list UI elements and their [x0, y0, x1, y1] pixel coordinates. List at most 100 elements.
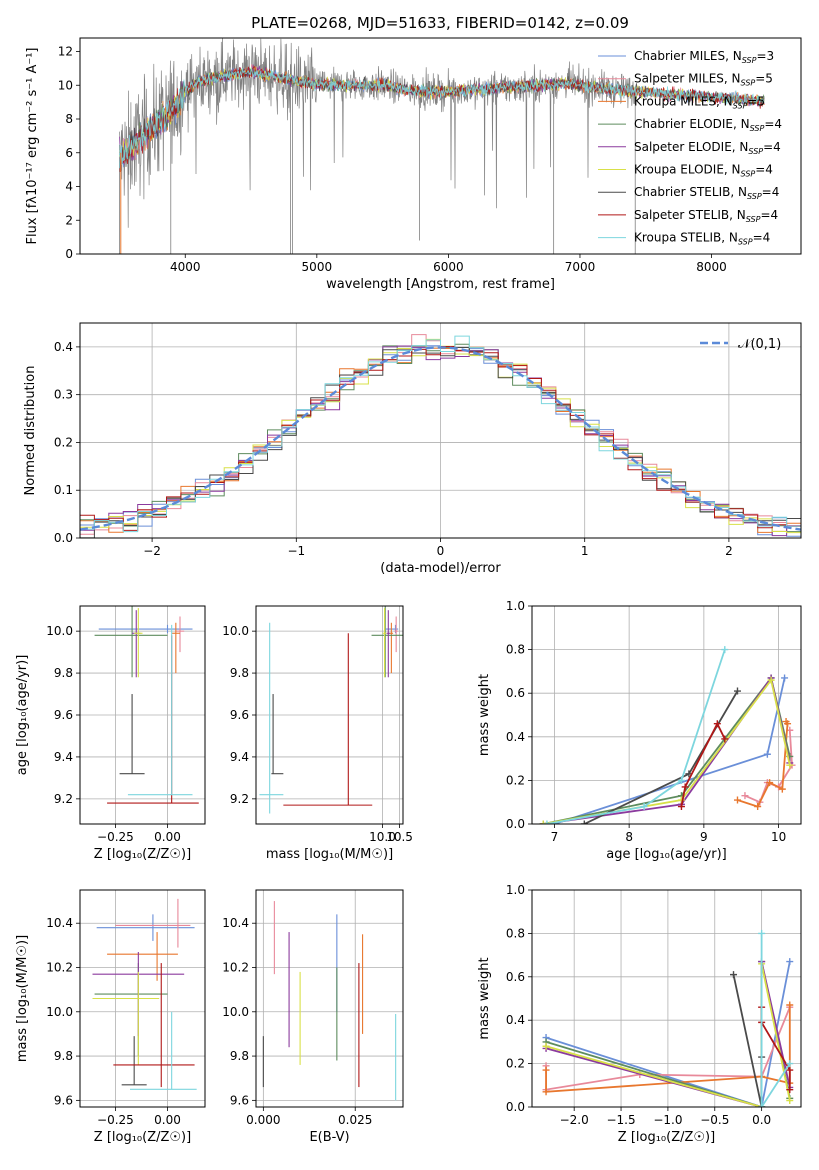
mass_vs_Z-xtick-label-0: −0.25 [97, 1113, 134, 1127]
weight_vs_age-xtick-label-1: 8 [625, 830, 633, 844]
weight_vs_age-axes: 7 8 9 10 0.0 0.2 0.4 0.6 0.8 1.0 age [log₁₀(age/yr… [477, 599, 801, 862]
errorbar-chabrier_stelib [271, 694, 284, 775]
residuals-plot-area [80, 334, 801, 538]
weight_vs_Z-ytick-label-2: 0.4 [506, 1013, 525, 1027]
legend-label-chabrier_elodie: Chabrier ELODIE, NSSP=4 [634, 117, 782, 133]
weight_vs_Z-xtick-label-3: −0.5 [700, 1113, 729, 1127]
model-line-kroupa_stelib [119, 66, 765, 169]
age_vs_Z-ytick-label-3: 9.8 [54, 666, 73, 680]
spectrum-ytick-label-5: 10 [58, 78, 73, 92]
normal-curve [80, 346, 801, 531]
legend-label-salpeter_miles: Salpeter MILES, NSSP=5 [634, 72, 773, 88]
errorbar-chabrier_stelib [119, 694, 145, 775]
age_vs_mass-xlabel: mass [log₁₀(M/M☉)] [266, 847, 393, 862]
age_vs_Z-frame [79, 605, 206, 825]
legend-label-sub: SSP [742, 56, 757, 65]
weight-marker-kroupa_elodie-0 [542, 1042, 550, 1050]
weight_vs_age-frame [531, 605, 802, 825]
spectrum-ytick-label-1: 2 [65, 213, 73, 227]
age_vs_mass-ytick-label-2: 9.6 [230, 708, 249, 722]
weight_vs_age-plot-area [539, 646, 796, 824]
data-spectrum-line [119, 38, 636, 228]
mass_vs_ebv-xtick-label-0: 0.000 [246, 1113, 280, 1127]
weight-line-chabrier_miles [545, 961, 791, 1107]
weight_vs_age-ylabel: mass weight [477, 674, 492, 756]
spectrum-frame [79, 37, 802, 255]
weight-marker-salpeter_stelib-0 [677, 803, 685, 811]
errorbar-salpeter_stelib [107, 635, 199, 804]
weight-marker-kroupa_miles-2 [766, 779, 774, 787]
weight-marker-salpeter_miles-0 [741, 792, 749, 800]
weight-marker-kroupa_elodie-3 [786, 1096, 794, 1104]
weight-marker-chabrier_miles-2 [781, 674, 789, 682]
weight-marker-kroupa_stelib-0 [758, 929, 766, 937]
weight-marker-chabrier_stelib-0 [730, 971, 738, 979]
weight-marker-kroupa_stelib-2 [786, 1060, 794, 1068]
weight_vs_age-ytick-label-1: 0.2 [506, 773, 525, 787]
weight-marker-kroupa_miles-1 [542, 1088, 550, 1096]
legend-label-text: Salpeter MILES, N [634, 72, 741, 86]
age_vs_Z-ytick-label-2: 9.6 [54, 708, 73, 722]
residuals-ytick-label-2: 0.2 [54, 435, 73, 449]
age_vs_mass-ytick-label-3: 9.8 [230, 666, 249, 680]
errorbar-kroupa_miles [107, 932, 178, 981]
residuals-xtick-label-2: 0 [437, 544, 445, 558]
age_vs_mass-xtick-label-0: 10.0 [369, 830, 396, 844]
age_vs_Z-axes: −0.25 0.00 9.2 9.4 9.6 9.8 10.0 Z [log₁₀(Z/Z☉)]… [15, 606, 205, 862]
mass_vs_Z-frame [79, 889, 206, 1108]
legend-label-sub: SSP [738, 238, 753, 247]
mass_vs_Z-xlabel: Z [log₁₀(Z/Z☉)] [94, 1130, 191, 1145]
legend-label-sub: SSP [747, 192, 762, 201]
mass_vs_Z-ytick-label-2: 10.0 [46, 1005, 73, 1019]
weight-marker-salpeter_stelib-1 [681, 783, 689, 791]
age_vs_Z-plot-area [94, 606, 199, 804]
legend-label-text: Kroupa MILES, N [634, 94, 733, 108]
weight_vs_age-xlabel: age [log₁₀(age/yr)] [606, 847, 727, 862]
spectrum-xtick-label-3: 7000 [565, 260, 596, 274]
errorbar-kroupa_stelib [130, 1011, 197, 1090]
weight-marker-kroupa_stelib-1 [758, 1103, 766, 1107]
weight_vs_Z-xtick-label-2: −1.0 [653, 1113, 682, 1127]
weight_vs_Z-ytick-label-0: 0.0 [506, 1100, 525, 1114]
mass_vs_Z-axes: −0.25 0.00 9.6 9.8 10.0 10.2 10.4 Z [log₁₀(Z/Z☉… [15, 890, 205, 1145]
weight-marker-chabrier_miles-1 [763, 750, 771, 758]
residuals-frame [79, 322, 802, 539]
weight-marker-kroupa_stelib-1 [640, 803, 648, 811]
errorbar-salpeter_miles [175, 616, 185, 653]
age_vs_mass-xtick-label-1: 10.5 [386, 830, 413, 844]
mass_vs_ebv-plot-area [262, 901, 397, 1101]
weight-marker-kroupa_stelib-3 [721, 646, 729, 654]
weight-marker-kroupa_miles-3 [778, 785, 786, 793]
weight_vs_Z-xtick-label-0: −2.0 [560, 1113, 589, 1127]
legend-label-suffix: =4 [753, 231, 771, 245]
errorbar-chabrier_miles [98, 624, 193, 634]
residuals-ytick-label-4: 0.4 [54, 340, 73, 354]
legend-label-text: Salpeter ELODIE, N [634, 140, 748, 154]
residuals-xtick-label-3: 1 [581, 544, 589, 558]
spectrum-ytick-label-2: 4 [65, 180, 73, 194]
residuals-legend: 𝒩(0,1) [700, 337, 781, 352]
legend-label-text: Kroupa STELIB, N [634, 231, 738, 245]
weight-marker-salpeter_stelib-2 [713, 720, 721, 728]
weight-line-chabrier_stelib [732, 974, 763, 1107]
legend-label-chabrier_stelib: Chabrier STELIB, NSSP=4 [634, 185, 779, 201]
errorbar-salpeter_elodie [132, 610, 141, 678]
legend-label-sub: SSP [746, 215, 761, 224]
legend-label-suffix: =4 [760, 208, 778, 222]
weight_vs_Z-plot-area [542, 929, 794, 1107]
errorbar-kroupa_elodie [382, 608, 387, 678]
age_vs_Z-xtick-label-0: −0.25 [97, 830, 134, 844]
errorbar-chabrier_stelib [121, 1036, 147, 1086]
weight-marker-chabrier_miles-2 [786, 958, 794, 966]
legend-normal-label: 𝒩(0,1) [738, 337, 781, 352]
weight-marker-kroupa_elodie-0 [539, 820, 547, 824]
weight_vs_Z-xlabel: Z [log₁₀(Z/Z☉)] [618, 1130, 715, 1145]
weight_vs_Z-ytick-label-1: 0.2 [506, 1057, 525, 1071]
errorbar-kroupa_stelib [259, 622, 284, 814]
mass_vs_ebv-ytick-label-3: 10.2 [222, 961, 249, 975]
age_vs_mass-ytick-label-4: 10.0 [222, 624, 249, 638]
weight_vs_Z-ytick-label-4: 0.8 [506, 926, 525, 940]
weight_vs_age-xtick-label-0: 7 [551, 830, 559, 844]
